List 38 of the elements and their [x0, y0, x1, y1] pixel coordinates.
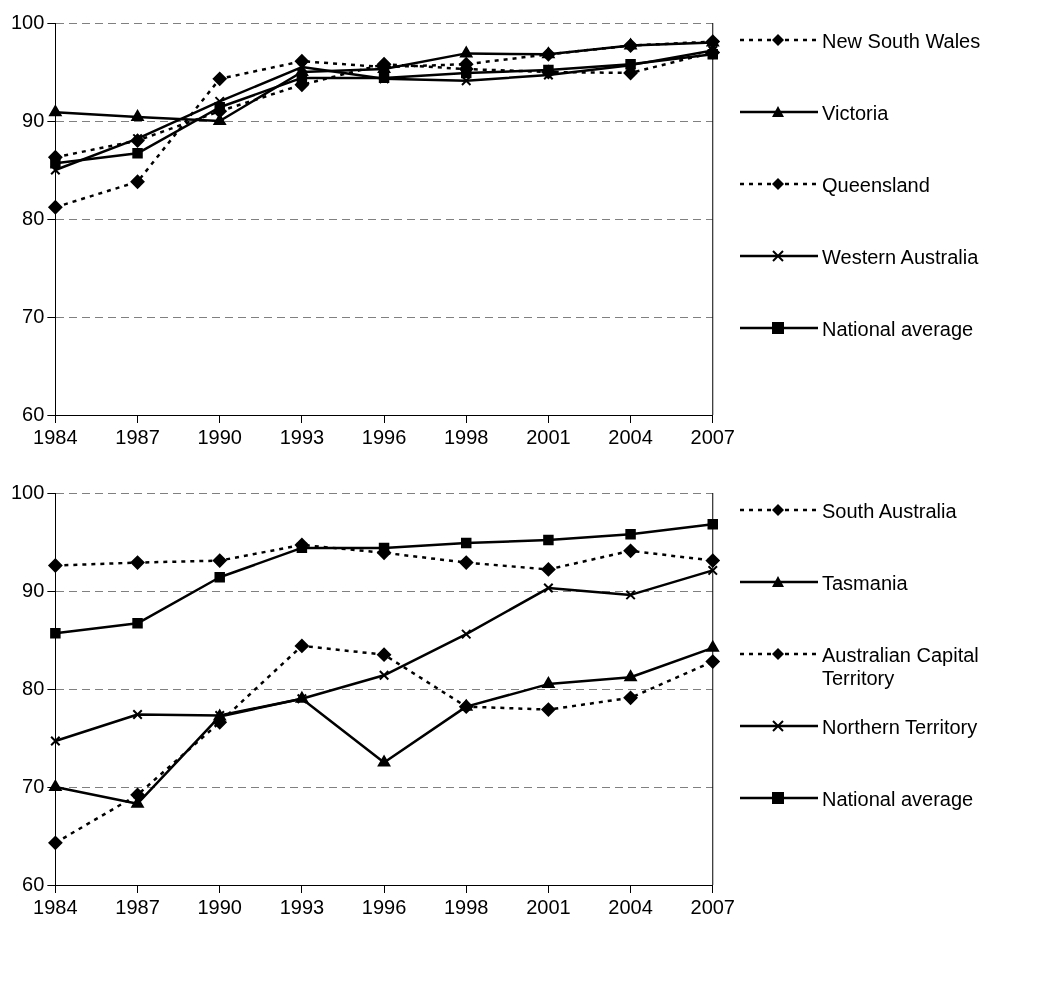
legend-label: National average [822, 318, 974, 341]
x-tick-label: 1998 [443, 895, 489, 918]
x-tick-label: 1990 [197, 425, 242, 448]
legend-label: Queensland [822, 174, 930, 197]
x-tick-label: 2007 [690, 895, 735, 918]
x-tick-label: 2001 [526, 425, 571, 448]
y-tick-label: 70 [22, 304, 45, 327]
y-tick-label: 60 [22, 872, 45, 895]
legend-label: Australian Capital Territory [822, 644, 980, 690]
x-tick-label: 1998 [443, 425, 489, 448]
x-tick-label: 1984 [33, 425, 78, 448]
y-tick-label: 60 [22, 402, 45, 425]
x-tick-label: 1987 [115, 895, 160, 918]
legend-label: South Australia [822, 500, 957, 523]
x-tick-label: 1984 [33, 895, 78, 918]
x-tick-label: 2007 [690, 425, 735, 448]
x-tick-label: 2004 [608, 895, 653, 918]
y-tick-label: 100 [10, 10, 45, 33]
x-tick-label: 1996 [361, 425, 407, 448]
y-tick-label: 70 [22, 774, 45, 797]
x-tick-label: 1993 [279, 895, 325, 918]
legend-label: Western Australia [822, 246, 979, 269]
legend-label: Victoria [822, 102, 889, 125]
y-tick-label: 80 [22, 676, 45, 699]
x-tick-label: 2001 [526, 895, 571, 918]
legend-label: New South Wales [822, 30, 981, 53]
legend-label: Northern Territory [822, 716, 978, 739]
legend-label: National average [822, 788, 974, 811]
legend-label: Tasmania [822, 572, 908, 595]
x-tick-label: 1993 [279, 425, 325, 448]
y-tick-label: 80 [22, 206, 45, 229]
y-tick-label: 90 [22, 578, 45, 601]
x-tick-label: 2004 [608, 425, 653, 448]
x-tick-label: 1990 [197, 895, 242, 918]
y-tick-label: 90 [22, 108, 45, 131]
x-tick-label: 1987 [115, 425, 160, 448]
x-tick-label: 1996 [361, 895, 407, 918]
y-tick-label: 100 [10, 480, 45, 503]
